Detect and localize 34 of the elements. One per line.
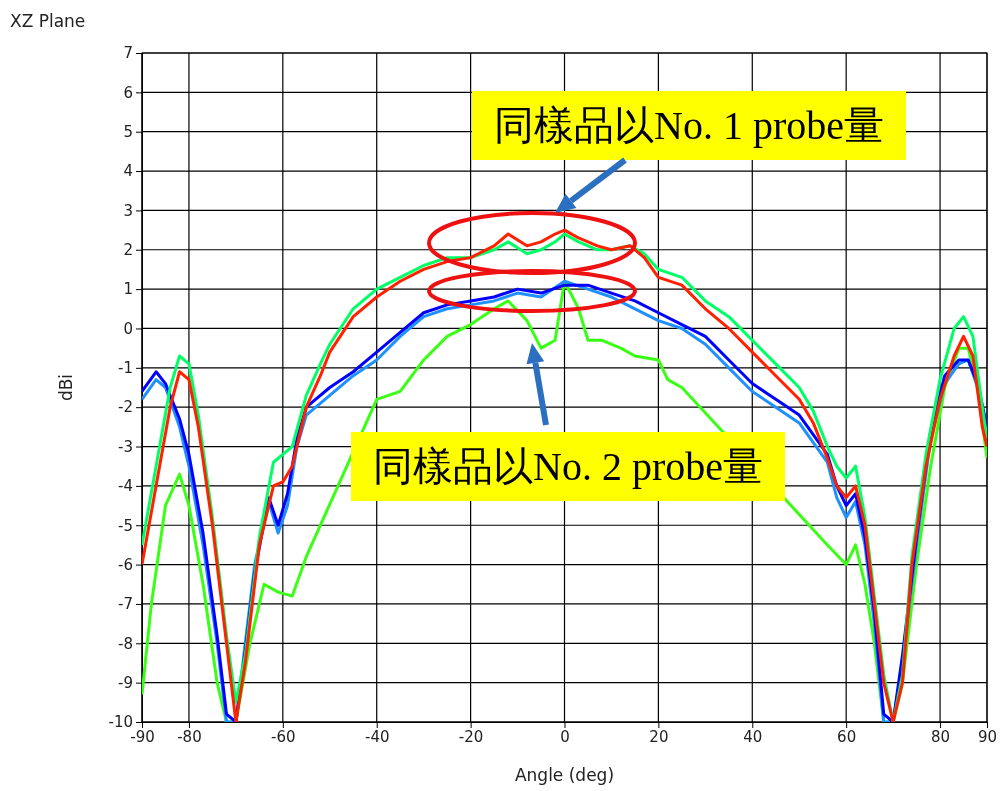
x-tick-label: -60	[271, 727, 296, 746]
chart-title: XZ Plane	[10, 11, 86, 31]
y-tick-label: 5	[123, 123, 133, 142]
x-tick-label: -90	[130, 727, 155, 746]
y-tick-label: -1	[118, 359, 133, 378]
y-tick-label: -9	[118, 673, 133, 692]
y-tick-label: 1	[123, 280, 133, 299]
y-tick-label: 4	[123, 162, 133, 181]
annotation: 同樣品以No. 2 probe量	[373, 444, 763, 489]
x-tick-label: 40	[743, 727, 763, 746]
y-tick-label: -8	[118, 634, 133, 653]
y-axis-title: dBi	[56, 373, 76, 402]
y-tick-label: -6	[118, 555, 133, 574]
y-tick-label: -10	[108, 713, 133, 732]
y-tick-label: 2	[123, 241, 133, 260]
y-tick-label: -4	[118, 477, 133, 496]
y-tick-label: -3	[118, 437, 133, 456]
x-tick-label: 80	[931, 727, 951, 746]
annotation: 同樣品以No. 1 probe量	[494, 103, 884, 148]
y-tick-label: 0	[123, 319, 133, 338]
y-tick-label: 6	[123, 83, 133, 102]
y-tick-label: 3	[123, 201, 133, 220]
x-tick-label: -40	[364, 727, 390, 746]
y-tick-label: -2	[118, 398, 133, 417]
x-tick-label: -20	[458, 727, 484, 746]
x-tick-label: -80	[177, 727, 202, 746]
x-tick-label: 90	[977, 727, 998, 746]
y-tick-label: -5	[118, 516, 133, 535]
x-tick-label: 0	[560, 727, 570, 746]
x-axis-title: Angle (deg)	[514, 765, 615, 785]
x-tick-label: 60	[837, 727, 857, 746]
y-tick-label: 7	[123, 44, 133, 63]
x-tick-label: 20	[649, 727, 669, 746]
y-tick-label: -7	[118, 595, 133, 614]
